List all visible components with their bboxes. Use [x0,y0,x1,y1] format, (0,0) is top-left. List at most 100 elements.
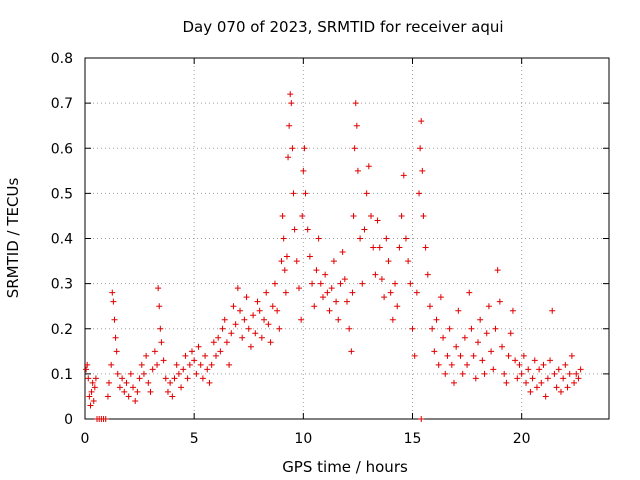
data-point [450,379,457,386]
data-point [130,384,137,391]
data-point [254,298,261,305]
data-point [108,361,115,368]
data-point [440,334,447,341]
data-point [140,370,147,377]
data-point [413,289,420,296]
data-point [300,167,307,174]
data-point [138,361,145,368]
data-point [304,226,311,233]
data-point [352,100,359,107]
data-point [503,379,510,386]
data-point [368,212,375,219]
data-point [282,289,289,296]
y-tick-label: 0.2 [51,322,73,338]
data-point [219,325,226,332]
data-point [464,361,471,368]
data-point [263,289,270,296]
data-point [335,316,342,323]
data-point [280,235,287,242]
data-point [217,348,224,355]
data-point [309,280,316,287]
data-point [290,190,297,197]
data-point [241,316,248,323]
data-point [540,361,547,368]
data-point [237,307,244,314]
data-point [324,289,331,296]
data-point [381,294,388,301]
data-point [533,384,540,391]
data-point [501,370,508,377]
y-tick-label: 0.7 [51,96,73,112]
data-point [125,393,132,400]
data-point [418,416,425,422]
data-point [544,375,551,382]
data-point [402,235,409,242]
data-point [429,325,436,332]
data-point [385,258,392,265]
data-point [162,375,169,382]
data-point [420,212,427,219]
y-tick-label: 0.4 [51,232,73,248]
data-point [466,289,473,296]
data-point [470,352,477,359]
data-point [269,303,276,310]
data-point [490,366,497,373]
data-point [173,361,180,368]
data-point [357,235,364,242]
data-point [169,393,176,400]
data-point [199,375,206,382]
data-point [457,352,464,359]
data-point [86,393,93,400]
x-tick-label: 5 [190,431,199,447]
data-point [84,361,91,368]
data-point [315,235,322,242]
data-point [409,325,416,332]
data-point [221,316,228,323]
data-point [158,339,165,346]
data-point [121,388,128,395]
y-tick-label: 0 [64,412,73,428]
data-point [424,271,431,278]
data-point [514,375,521,382]
data-point [542,393,549,400]
data-point [512,357,519,364]
data-point [208,361,215,368]
data-point [193,370,200,377]
data-point [374,217,381,224]
data-point [88,388,95,395]
y-tick-label: 0.3 [51,277,73,293]
data-point [418,118,425,125]
data-point [330,258,337,265]
data-point [154,361,161,368]
data-point [204,366,211,373]
data-point [525,366,532,373]
data-point [243,294,250,301]
data-point [363,190,370,197]
data-point [407,280,414,287]
data-point [206,379,213,386]
data-point [265,321,272,328]
data-point [547,357,554,364]
data-point [110,298,117,305]
data-point [359,280,366,287]
data-point [160,357,167,364]
data-point [337,280,344,287]
data-point [228,330,235,337]
data-point [89,379,96,386]
data-point [378,276,385,283]
data-point [295,285,302,292]
x-tick-label: 10 [294,431,312,447]
data-point [433,316,440,323]
data-point [182,352,189,359]
y-tick-label: 0.8 [51,51,73,67]
data-point [301,145,308,152]
data-point [417,145,424,152]
data-point [328,285,335,292]
data-point [551,370,558,377]
data-point [171,375,178,382]
data-point [341,276,348,283]
data-point [298,316,305,323]
data-point [431,348,438,355]
data-point [283,253,290,260]
